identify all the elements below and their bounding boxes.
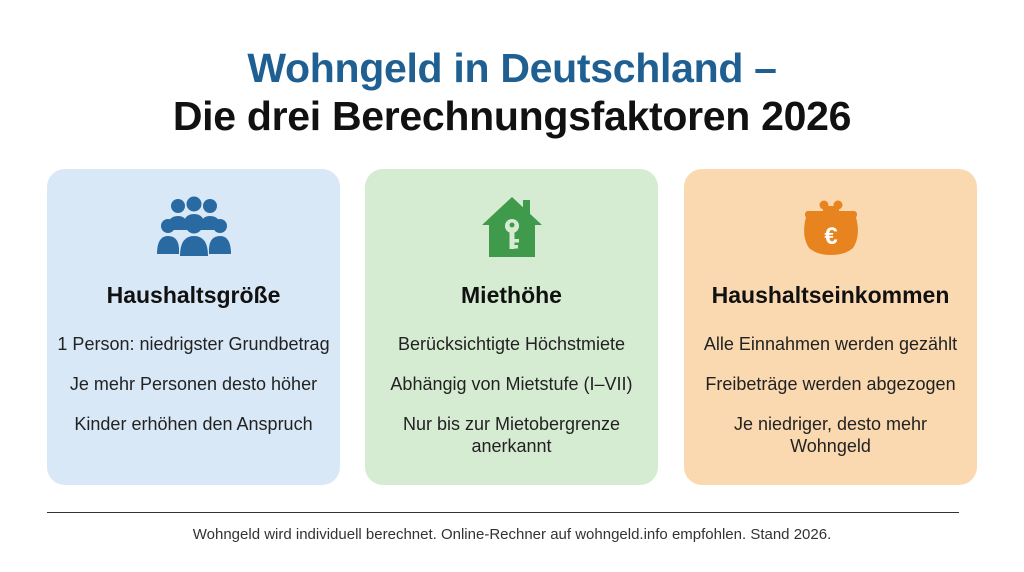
card-heading: Haushaltsgröße [106,282,281,308]
card-text: 1 Person: niedrigster Grundbetrag [57,334,330,354]
euro-purse-icon: € [684,191,977,263]
card-text: Alle Einnahmen werden gezählt [703,334,958,354]
card-heading: Miethöhe [461,282,562,308]
title-line-2: Die drei Berechnungsfaktoren 2026 [172,93,852,139]
card-text: Je niedriger, desto mehr Wohngeld [733,414,928,456]
card-income: € Haushaltseinkommen Alle Einnahmen werd… [684,169,977,485]
svg-text:€: € [824,223,837,250]
page-title: Wohngeld in Deutschland – Die drei Berec… [0,44,1024,140]
card-rent: Miethöhe Berücksichtigte Höchstmiete Abh… [365,169,658,485]
people-group-icon [47,191,340,263]
footer-note: Wohngeld wird individuell berechnet. Onl… [192,526,832,543]
card-text: Kinder erhöhen den Anspruch [74,414,313,434]
card-heading: Haushaltseinkommen [711,282,950,308]
title-line-1: Wohngeld in Deutschland – [247,45,777,91]
card-text: Berücksichtigte Höchstmiete [397,334,626,354]
card-household-size: Haushaltsgröße 1 Person: niedrigster Gru… [47,169,340,485]
card-text: Abhängig von Mietstufe (I–VII) [390,374,633,394]
card-text: Nur bis zur Mietobergrenze anerkannt [402,414,621,456]
house-key-icon [365,191,658,263]
card-text: Freibeträge werden abgezogen [705,374,956,394]
divider [47,512,959,513]
card-text: Je mehr Personen desto höher [69,374,318,394]
